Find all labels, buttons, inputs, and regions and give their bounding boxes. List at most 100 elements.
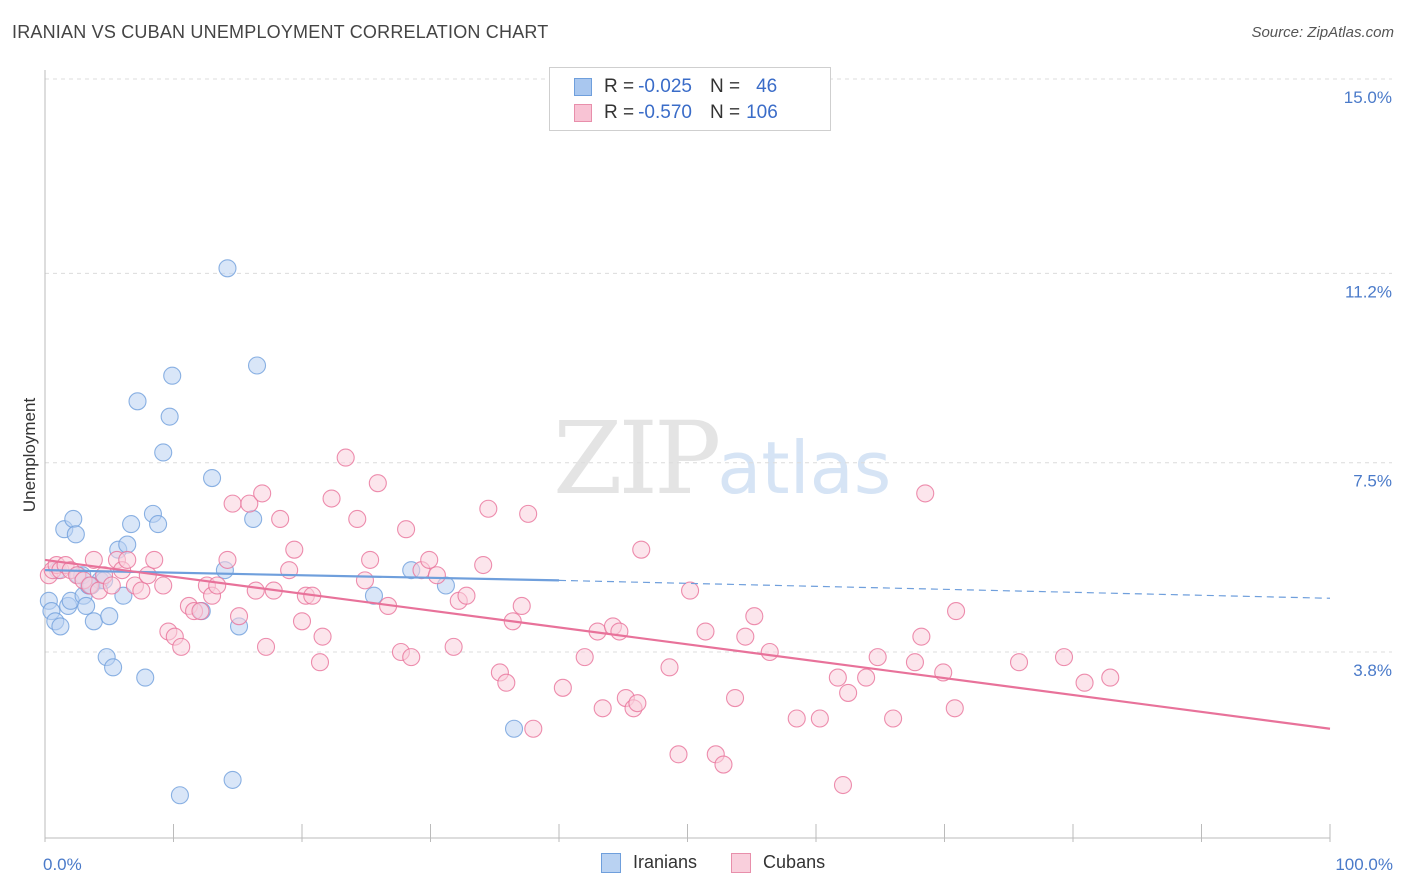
- legend: R = -0.025 N = 46 R = -0.570 N = 106: [549, 67, 831, 131]
- data-point-cubans: [420, 550, 439, 569]
- data-point-cubans: [632, 540, 651, 559]
- data-point-cubans: [285, 540, 304, 559]
- series-swatch-cubans: [731, 852, 752, 873]
- data-point-iranians: [100, 607, 119, 626]
- trend-line-cubans: [44, 558, 1331, 730]
- legend-swatch-cubans: [574, 104, 592, 122]
- y-tick-label: 7.5%: [1353, 472, 1392, 491]
- data-point-cubans: [839, 683, 858, 702]
- data-point-cubans: [714, 755, 733, 774]
- data-point-cubans: [787, 709, 806, 728]
- data-point-cubans: [681, 581, 700, 600]
- data-point-iranians: [504, 719, 524, 738]
- tick-labels: 3.8% 7.5% 11.2% 15.0% 0.0% 100.0%: [43, 88, 1393, 874]
- series-legend-iranians[interactable]: Iranians: [601, 852, 697, 873]
- data-point-cubans: [313, 627, 332, 646]
- data-point-cubans: [760, 642, 779, 662]
- data-point-cubans: [833, 775, 853, 795]
- data-point-cubans: [246, 581, 265, 600]
- data-point-cubans: [725, 688, 745, 708]
- data-point-cubans: [457, 586, 476, 605]
- data-point-iranians: [170, 786, 189, 805]
- legend-r-label: R =: [604, 76, 635, 97]
- data-point-cubans: [810, 709, 829, 728]
- series-legend-cubans[interactable]: Cubans: [731, 852, 825, 873]
- data-point-cubans: [132, 581, 151, 600]
- data-point-cubans: [857, 668, 876, 687]
- data-point-cubans: [427, 566, 446, 585]
- data-point-cubans: [660, 658, 679, 677]
- data-point-cubans: [229, 607, 249, 626]
- data-point-iranians: [51, 617, 70, 636]
- data-point-iranians: [154, 443, 173, 462]
- data-point-cubans: [912, 627, 931, 646]
- data-point-iranians: [223, 770, 242, 789]
- data-point-cubans: [102, 576, 121, 595]
- data-point-iranians: [244, 509, 263, 529]
- data-point-iranians: [163, 366, 182, 385]
- data-point-cubans: [218, 550, 237, 569]
- legend-n-label: N =: [709, 102, 741, 123]
- data-point-cubans: [628, 694, 647, 713]
- trend-extension-iranians: [558, 579, 1331, 599]
- legend-row-iranians: R = -0.025 N = 46: [574, 74, 777, 100]
- data-point-cubans: [191, 602, 210, 621]
- grid-lines: [45, 78, 1392, 653]
- data-point-iranians: [118, 535, 137, 554]
- data-point-cubans: [355, 571, 375, 590]
- data-point-cubans: [947, 602, 966, 621]
- data-point-cubans: [240, 494, 259, 513]
- data-point-cubans: [310, 653, 330, 672]
- series-swatch-iranians: [601, 852, 621, 873]
- data-point-cubans: [575, 648, 594, 667]
- x-tick-label: 0.0%: [43, 855, 82, 874]
- data-point-cubans: [553, 678, 572, 697]
- data-point-cubans: [348, 509, 367, 529]
- data-point-cubans: [524, 719, 543, 738]
- data-point-cubans: [368, 474, 387, 493]
- series-legend: Iranians Cubans: [601, 852, 859, 873]
- y-axis-label: Unemployment: [20, 398, 39, 513]
- legend-n-label: N =: [709, 76, 741, 97]
- data-point-cubans: [497, 673, 516, 692]
- data-point-cubans: [361, 550, 380, 569]
- data-point-cubans: [884, 709, 903, 728]
- data-point-iranians: [104, 658, 123, 677]
- legend-n-value: 46: [756, 76, 778, 97]
- data-point-cubans: [669, 745, 688, 764]
- data-point-cubans: [519, 504, 538, 523]
- watermark-zip: ZIP: [553, 400, 721, 517]
- data-point-cubans: [868, 648, 887, 667]
- data-point-cubans: [154, 576, 173, 595]
- data-points: [39, 259, 1120, 805]
- data-point-iranians: [218, 259, 237, 278]
- data-point-cubans: [479, 499, 498, 518]
- data-point-cubans: [322, 489, 341, 508]
- data-point-cubans: [336, 448, 355, 467]
- data-point-iranians: [84, 612, 103, 631]
- data-point-iranians: [136, 668, 155, 687]
- data-point-cubans: [397, 520, 416, 539]
- data-point-cubans: [208, 576, 227, 595]
- watermark-atlas: atlas: [717, 426, 892, 510]
- data-point-cubans: [145, 550, 164, 569]
- legend-r-value: -0.025: [638, 76, 692, 97]
- y-tick-label: 3.8%: [1353, 661, 1392, 680]
- x-tick-label: 100.0%: [1335, 855, 1393, 874]
- data-point-iranians: [247, 356, 267, 375]
- data-point-cubans: [118, 550, 137, 569]
- data-point-iranians: [66, 525, 85, 544]
- watermark-logo: ZIPatlas: [553, 400, 891, 517]
- data-point-iranians: [64, 509, 83, 529]
- data-point-cubans: [593, 699, 612, 718]
- chart-title: IRANIAN VS CUBAN UNEMPLOYMENT CORRELATIO…: [12, 22, 549, 42]
- trend-lines: [44, 558, 1331, 730]
- axes: [44, 70, 1331, 842]
- data-point-iranians: [128, 392, 147, 411]
- y-tick-label: 15.0%: [1344, 88, 1392, 107]
- data-point-cubans: [402, 648, 421, 667]
- data-point-cubans: [253, 484, 272, 503]
- source-label: Source: ZipAtlas.com: [1251, 24, 1394, 41]
- legend-r-label: R =: [604, 102, 635, 123]
